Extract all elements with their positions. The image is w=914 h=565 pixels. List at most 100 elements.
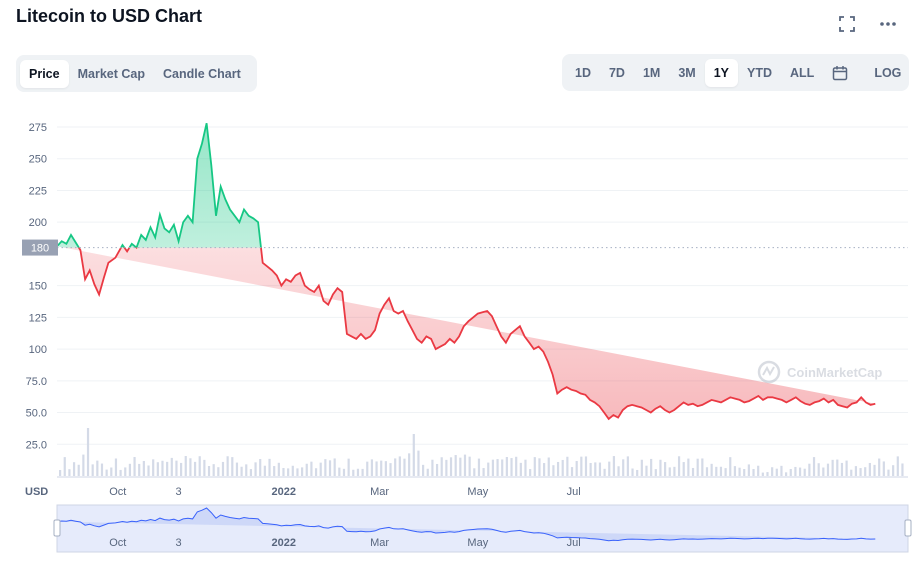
volume-bar xyxy=(449,457,453,476)
more-icon[interactable] xyxy=(876,12,900,36)
volume-bar xyxy=(668,467,671,476)
volume-bar xyxy=(463,454,467,476)
tab-market-cap[interactable]: Market Cap xyxy=(77,66,145,81)
volume-bar xyxy=(519,462,522,476)
volume-bar xyxy=(529,469,532,476)
volume-bar xyxy=(361,468,364,476)
volume-bar xyxy=(142,460,145,476)
volume-bar xyxy=(687,458,690,476)
volume-bar xyxy=(719,466,723,476)
page-title: Litecoin to USD Chart xyxy=(16,6,203,26)
volume-bar xyxy=(808,463,811,476)
volume-bar xyxy=(133,457,136,476)
volume-bar xyxy=(771,467,774,476)
volume-bar xyxy=(598,462,602,476)
volume-bar xyxy=(584,456,588,476)
volume-bar xyxy=(161,460,164,476)
volume-bar xyxy=(840,462,844,476)
x-tick-label: 3 xyxy=(176,486,182,498)
volume-bar xyxy=(156,462,159,476)
navigator-handle-right[interactable] xyxy=(904,519,912,537)
volume-bar xyxy=(91,464,94,476)
range-3m[interactable]: 3M xyxy=(678,65,696,80)
navigator-tick-label: 2022 xyxy=(272,537,296,549)
volume-bar xyxy=(82,454,85,476)
volume-bar xyxy=(650,458,653,476)
volume-bar xyxy=(626,456,629,476)
volume-bar xyxy=(775,468,778,476)
volume-bar xyxy=(105,469,108,476)
volume-bar xyxy=(636,469,639,476)
range-ytd[interactable]: YTD xyxy=(747,65,773,80)
area-above-baseline xyxy=(57,123,261,248)
y-tick-label: 250 xyxy=(29,154,47,166)
volume-bar xyxy=(375,461,378,476)
svg-text:CoinMarketCap: CoinMarketCap xyxy=(787,365,882,380)
volume-bar xyxy=(701,458,704,476)
volume-bar xyxy=(822,467,825,476)
volume-bar xyxy=(785,472,788,476)
volume-bar xyxy=(426,468,429,476)
volume-bar xyxy=(892,465,895,476)
volume-bar xyxy=(282,468,285,476)
navigator-handle-left[interactable] xyxy=(53,519,61,537)
range-1m[interactable]: 1M xyxy=(642,65,661,80)
volume-bar xyxy=(589,462,592,476)
range-1y[interactable]: 1Y xyxy=(704,58,739,87)
volume-bar xyxy=(96,460,99,476)
price-line-down xyxy=(77,247,876,421)
volume-bar xyxy=(487,462,490,476)
volume-bar xyxy=(370,459,374,476)
volume-bar xyxy=(515,456,518,476)
volume-bar xyxy=(845,460,848,476)
volume-bar xyxy=(114,458,118,476)
y-tick-label: 275 xyxy=(29,122,47,134)
volume-bar xyxy=(221,461,225,476)
volume-bar xyxy=(226,456,229,476)
volume-bar xyxy=(691,467,695,476)
navigator-area xyxy=(57,508,876,541)
baseline-label: 180 xyxy=(31,243,49,255)
volume-bar xyxy=(812,457,816,476)
volume-bar xyxy=(338,467,341,476)
calendar-icon[interactable] xyxy=(823,59,857,87)
volume-bar xyxy=(547,457,550,476)
volume-bar xyxy=(631,468,634,476)
log-scale-toggle[interactable]: LOG xyxy=(874,65,902,80)
volume-bar xyxy=(459,457,462,476)
tab-price[interactable]: Price xyxy=(20,59,69,88)
volume-bar xyxy=(859,468,862,476)
volume-bar xyxy=(710,463,713,476)
volume-bar xyxy=(654,469,657,476)
volume-bar xyxy=(305,463,308,476)
volume-bar xyxy=(394,458,397,476)
volume-bar xyxy=(677,456,681,476)
volume-bar xyxy=(538,458,541,476)
volume-bar xyxy=(124,467,127,476)
range-7d[interactable]: 7D xyxy=(608,65,625,80)
volume-bar xyxy=(128,463,132,476)
volume-bar xyxy=(268,458,271,476)
volume-bar xyxy=(673,466,676,476)
range-all[interactable]: ALL xyxy=(790,65,815,80)
volume-bar xyxy=(873,464,876,476)
range-1d[interactable]: 1D xyxy=(575,65,591,80)
expand-icon[interactable] xyxy=(835,12,859,36)
volume-bar xyxy=(552,465,555,476)
volume-bar xyxy=(501,459,504,476)
volume-bar xyxy=(850,469,853,476)
tab-candle-chart[interactable]: Candle Chart xyxy=(162,66,241,81)
y-tick-label: 225 xyxy=(29,185,47,197)
volume-bar xyxy=(212,464,215,476)
volume-bar xyxy=(287,468,290,476)
volume-bar xyxy=(747,464,750,476)
volume-bar xyxy=(831,459,834,476)
volume-bar xyxy=(440,457,443,476)
navigator-window xyxy=(56,504,909,553)
volume-bar xyxy=(366,461,369,476)
volume-bar xyxy=(193,461,197,476)
volume-bar xyxy=(207,466,211,476)
volume-bar xyxy=(291,465,294,476)
y-tick-label: 25.0 xyxy=(26,439,47,451)
volume-bar xyxy=(263,465,266,476)
